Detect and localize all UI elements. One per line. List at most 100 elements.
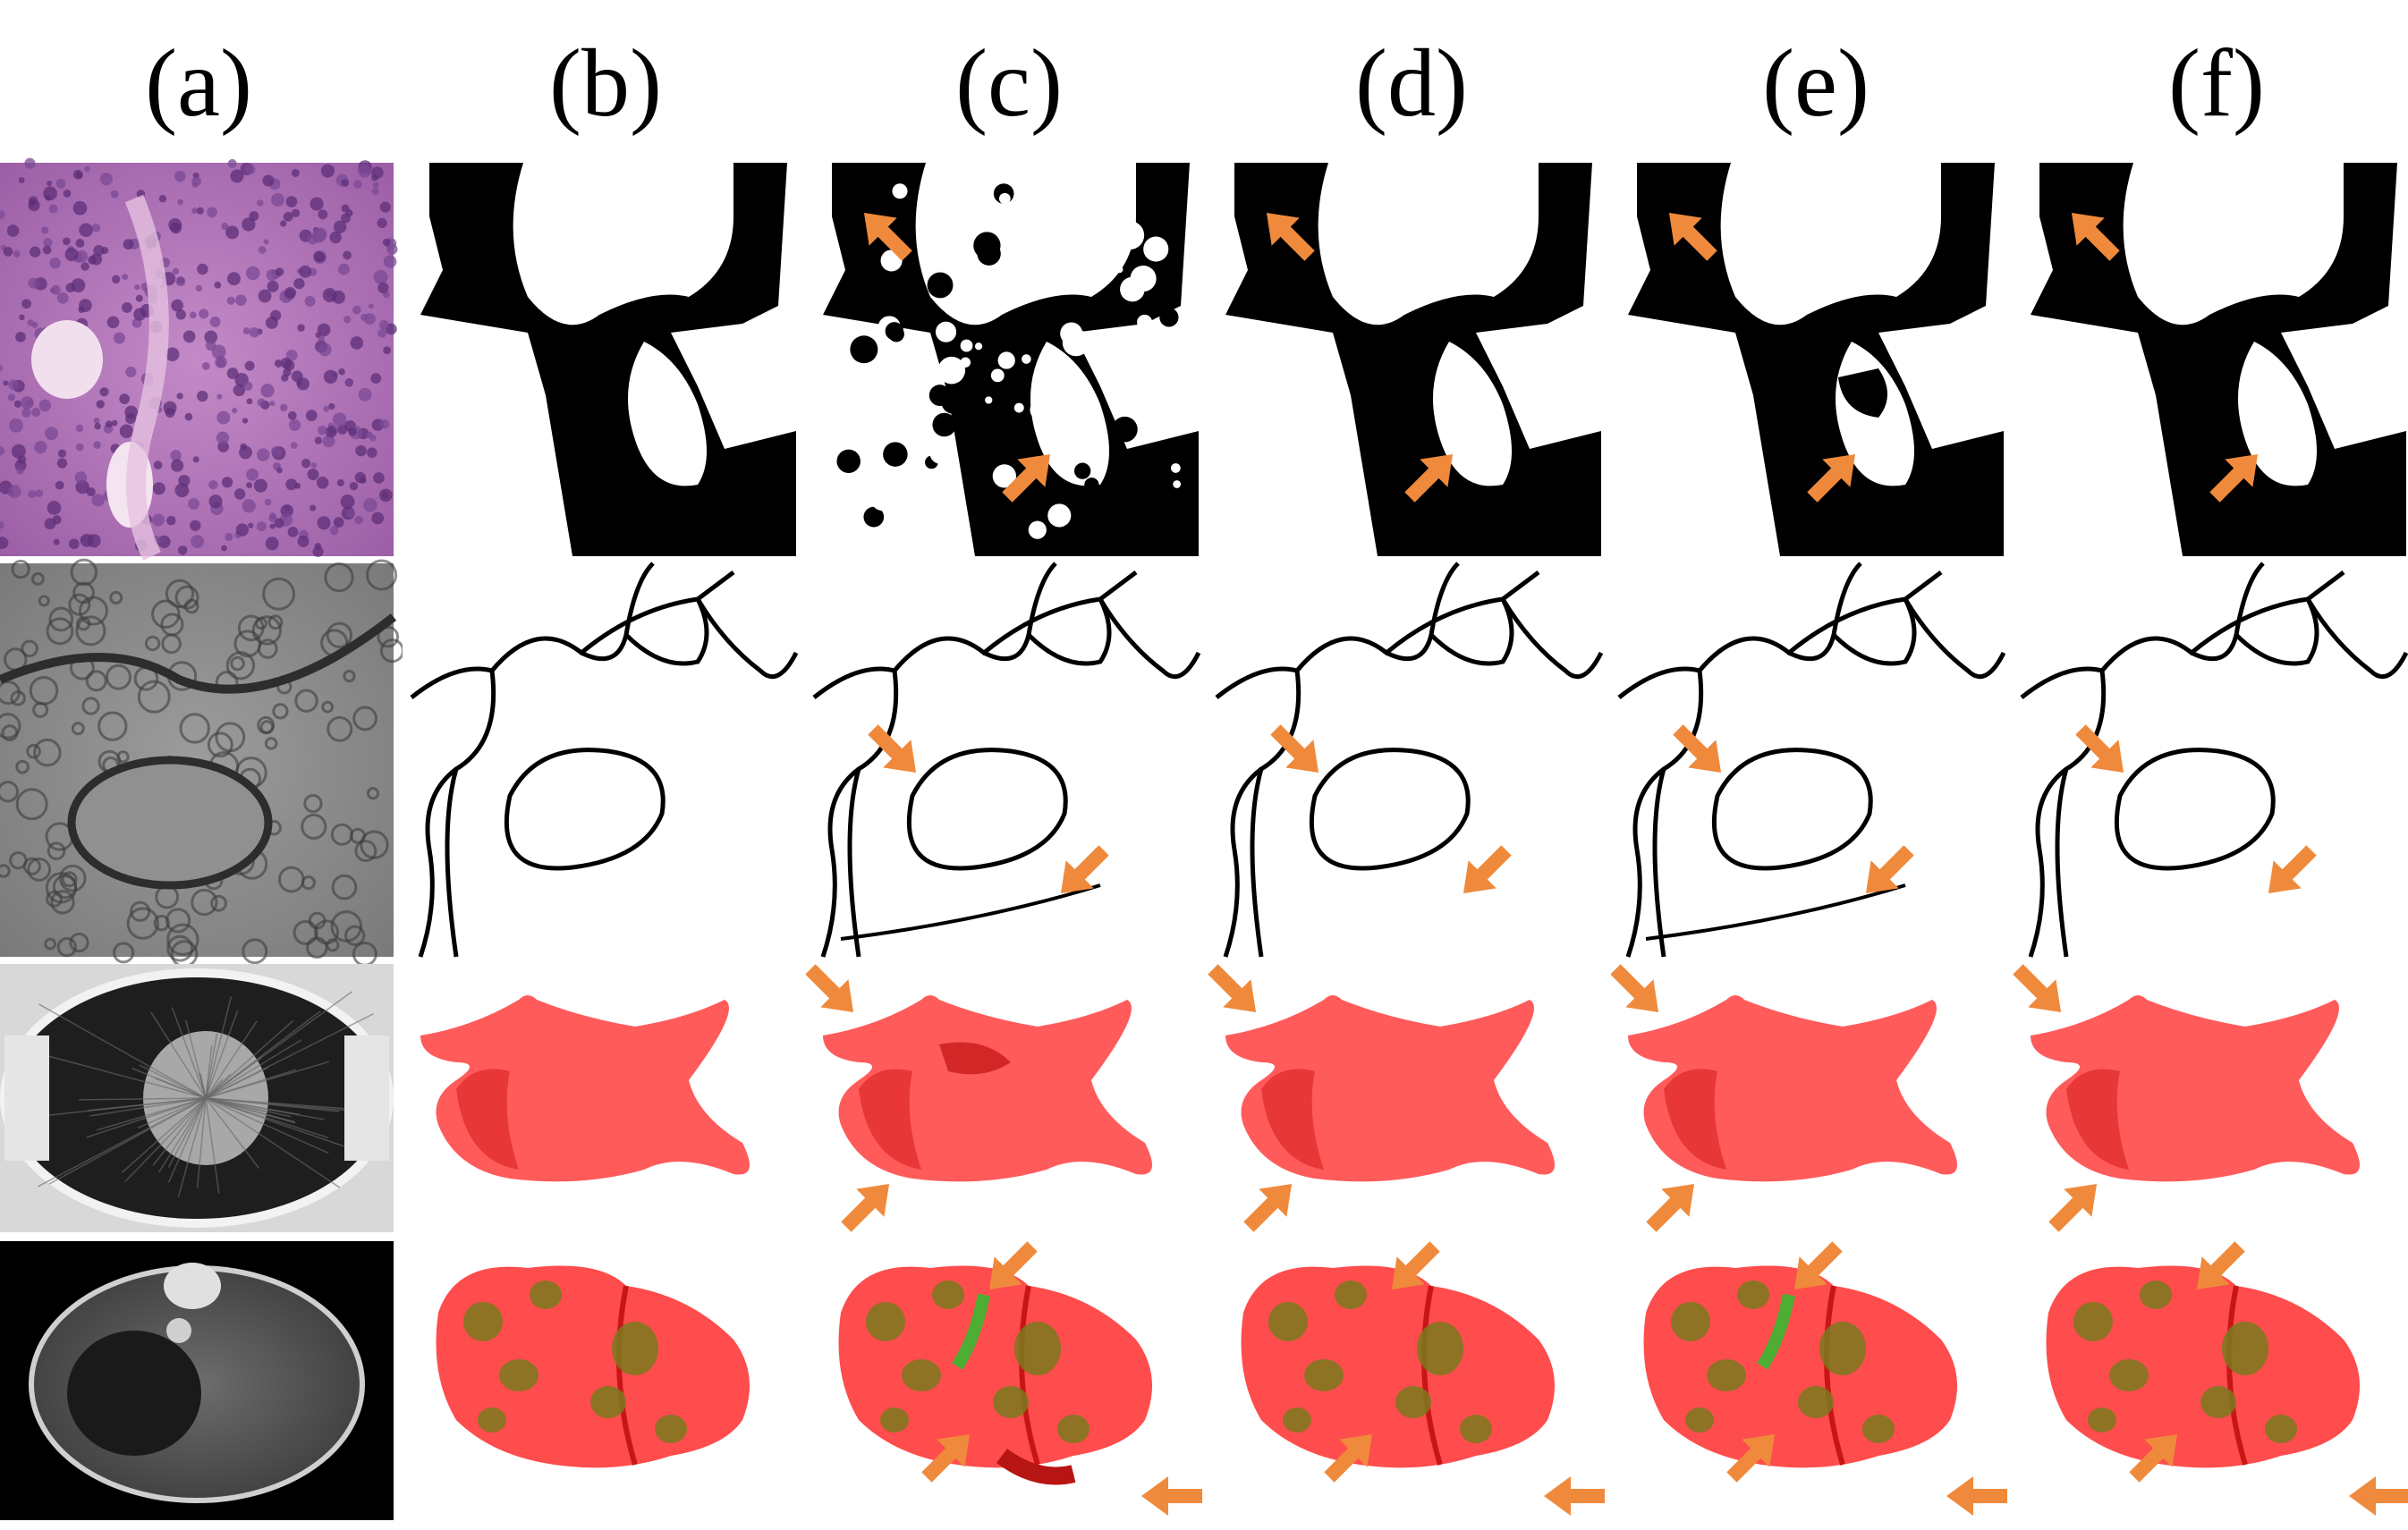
- arrow-e-1-bottom: [1807, 453, 1856, 503]
- liver-surface-d: [1208, 1241, 1605, 1520]
- tumor-f-1: [2140, 1281, 2172, 1309]
- arrow-d-2-top: [1270, 724, 1319, 773]
- column-label-a: (a): [145, 30, 252, 137]
- arrow-e-2-bottom: [1865, 845, 1914, 894]
- tumor-b-6: [478, 1407, 506, 1433]
- tumor-c-5: [1057, 1415, 1090, 1443]
- membrane-line-f-3: [2305, 597, 2408, 680]
- membrane-line-e-3: [1903, 597, 2006, 680]
- heart-surface-d: [1208, 964, 1601, 1232]
- liver-surface-e: [1610, 1241, 2007, 1520]
- membrane-line-f-6: [2028, 849, 2045, 958]
- arrow-e-3-top: [1610, 964, 1659, 1013]
- tumor-e-1: [1737, 1281, 1769, 1309]
- tumor-b-3: [499, 1359, 538, 1391]
- arrow-d-4-mid: [1324, 1433, 1373, 1483]
- arrow-c-4-right: [1141, 1476, 1202, 1516]
- membrane-line-d-0: [1215, 571, 1540, 699]
- arrow-f-2-bottom: [2268, 845, 2317, 894]
- arrow-f-4-mid: [2129, 1433, 2178, 1483]
- arrow-f-3-bottom: [2048, 1183, 2098, 1232]
- membrane-line-e-6: [1625, 849, 1642, 958]
- arrow-d-1-top: [1266, 212, 1315, 261]
- column-label-d: (d): [1355, 30, 1468, 137]
- tumor-d-3: [1304, 1359, 1344, 1391]
- tumor-f-0: [2073, 1302, 2113, 1341]
- arrow-d-2-bottom: [1463, 845, 1512, 894]
- membrane-map-b: [403, 562, 799, 958]
- tumor-c-6: [880, 1407, 909, 1433]
- arrow-c-4-mid: [921, 1433, 971, 1483]
- membrane-line-b-2: [580, 562, 655, 662]
- tumor-d-6: [1283, 1407, 1311, 1433]
- membrane-line-d-3: [1500, 597, 1604, 680]
- tumor-d-2: [1417, 1322, 1463, 1375]
- tumor-d-0: [1268, 1302, 1308, 1341]
- tumor-f-3: [2109, 1359, 2149, 1391]
- tumor-b-4: [590, 1386, 626, 1418]
- liver-surface-b: [403, 1241, 796, 1520]
- tumor-b-0: [463, 1302, 503, 1341]
- membrane-line-b-4: [624, 597, 709, 666]
- arrow-c-2-bottom: [1060, 845, 1109, 894]
- column-label-b: (b): [549, 30, 662, 137]
- tumor-e-3: [1707, 1359, 1746, 1391]
- arrow-e-1-top: [1668, 212, 1717, 261]
- column-label-f: (f): [2168, 30, 2265, 137]
- tumor-f-4: [2200, 1386, 2236, 1418]
- membrane-map-d: [1208, 562, 1604, 958]
- tumor-c-0: [866, 1302, 905, 1341]
- membrane-line-b-1: [445, 670, 496, 958]
- membrane-line-e-2: [1787, 562, 1862, 662]
- tumor-d-5: [1460, 1415, 1492, 1443]
- arrow-e-3-bottom: [1646, 1183, 1695, 1232]
- arrow-e-4-right: [1946, 1476, 2007, 1516]
- membrane-line-c-3: [1098, 597, 1201, 680]
- arrow-e-2-top: [1673, 724, 1722, 773]
- membrane-line-d-1: [1250, 670, 1302, 958]
- arrow-d-1-bottom: [1404, 453, 1454, 503]
- gland-mask-d: [1208, 163, 1601, 556]
- membrane-line-e-4: [1832, 597, 1917, 666]
- membrane-map-e: [1610, 562, 2006, 958]
- membrane-map-f: [2013, 562, 2408, 958]
- arrow-f-1-bottom: [2209, 453, 2259, 503]
- arrow-c-2-top: [868, 724, 917, 773]
- membrane-line-e-0: [1617, 571, 1943, 699]
- tumor-b-1: [530, 1281, 562, 1309]
- arrow-d-4-right: [1544, 1476, 1605, 1516]
- arrow-d-3-top: [1208, 964, 1257, 1013]
- column-label-e: (e): [1762, 30, 1870, 137]
- liver-surface-c: [805, 1241, 1202, 1520]
- histology-input-panel: [0, 157, 398, 561]
- arrow-f-1-top: [2071, 212, 2120, 261]
- tumor-c-3: [902, 1359, 941, 1391]
- membrane-line-f-1: [2055, 670, 2107, 958]
- tumor-d-4: [1395, 1386, 1431, 1418]
- arrow-f-4-top: [2196, 1241, 2245, 1290]
- membrane-line-e-5: [1632, 767, 1666, 850]
- gland-mask-c: [805, 163, 1199, 556]
- gland-mask-e: [1610, 163, 2004, 556]
- tumor-e-0: [1671, 1302, 1710, 1341]
- heart-surface-f: [2013, 964, 2406, 1232]
- tumor-e-6: [1685, 1407, 1714, 1433]
- membrane-line-d-5: [1230, 767, 1263, 850]
- membrane-line-b-6: [418, 849, 435, 958]
- gland-mask-f: [2013, 163, 2406, 556]
- arrow-d-4-top: [1391, 1241, 1440, 1290]
- membrane-line-f-0: [2020, 571, 2345, 699]
- arrow-c-3-bottom: [841, 1183, 890, 1232]
- em-input-panel: [0, 558, 405, 968]
- arrow-f-4-right: [2349, 1476, 2408, 1516]
- arrow-f-2-top: [2075, 724, 2124, 773]
- tumor-f-2: [2222, 1322, 2268, 1375]
- arrow-f-3-top: [2013, 964, 2062, 1013]
- arrow-d-3-bottom: [1243, 1183, 1293, 1232]
- tumor-c-2: [1014, 1322, 1061, 1375]
- membrane-map-c: [805, 562, 1201, 958]
- liver-surface-f: [2013, 1241, 2408, 1520]
- arrow-e-4-mid: [1726, 1433, 1776, 1483]
